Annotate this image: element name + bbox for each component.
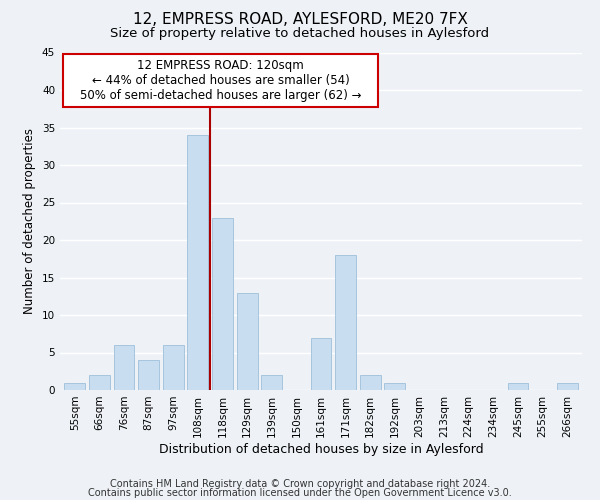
- Bar: [212, 218, 233, 390]
- Bar: [64, 382, 85, 390]
- Text: Contains HM Land Registry data © Crown copyright and database right 2024.: Contains HM Land Registry data © Crown c…: [110, 479, 490, 489]
- Bar: [89, 375, 110, 390]
- Text: 50% of semi-detached houses are larger (62) →: 50% of semi-detached houses are larger (…: [80, 89, 361, 102]
- Text: 12, EMPRESS ROAD, AYLESFORD, ME20 7FX: 12, EMPRESS ROAD, AYLESFORD, ME20 7FX: [133, 12, 467, 28]
- Text: ← 44% of detached houses are smaller (54): ← 44% of detached houses are smaller (54…: [92, 74, 349, 88]
- FancyBboxPatch shape: [62, 54, 379, 106]
- Bar: [508, 382, 529, 390]
- Bar: [113, 345, 134, 390]
- Bar: [261, 375, 282, 390]
- Bar: [311, 338, 331, 390]
- Bar: [187, 135, 208, 390]
- Bar: [236, 292, 257, 390]
- Bar: [557, 382, 578, 390]
- Text: 12 EMPRESS ROAD: 120sqm: 12 EMPRESS ROAD: 120sqm: [137, 59, 304, 72]
- Text: Contains public sector information licensed under the Open Government Licence v3: Contains public sector information licen…: [88, 488, 512, 498]
- Bar: [335, 255, 356, 390]
- Bar: [360, 375, 381, 390]
- Bar: [385, 382, 406, 390]
- Bar: [163, 345, 184, 390]
- X-axis label: Distribution of detached houses by size in Aylesford: Distribution of detached houses by size …: [158, 442, 484, 456]
- Y-axis label: Number of detached properties: Number of detached properties: [23, 128, 37, 314]
- Bar: [138, 360, 159, 390]
- Text: Size of property relative to detached houses in Aylesford: Size of property relative to detached ho…: [110, 28, 490, 40]
